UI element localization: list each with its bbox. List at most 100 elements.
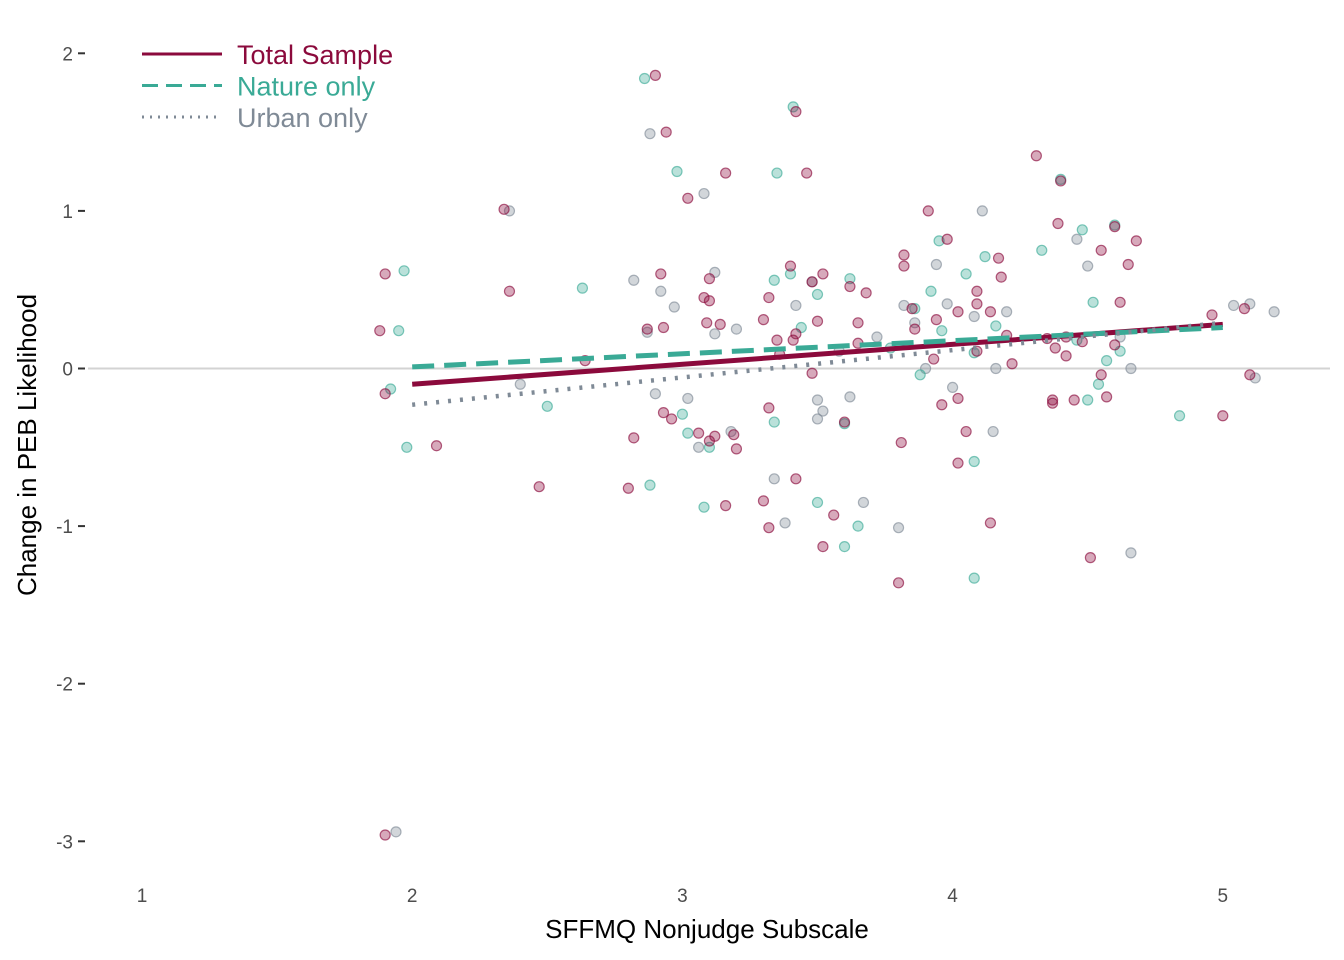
urban-only-point bbox=[811, 394, 824, 406]
nature-only-fit-line bbox=[412, 325, 1223, 370]
nature-only-point bbox=[811, 288, 824, 301]
x-tick-label: 5 bbox=[1218, 886, 1229, 907]
urban-only-point bbox=[892, 522, 905, 534]
total-sample-point bbox=[1130, 235, 1142, 247]
nature-only-point bbox=[398, 265, 410, 277]
total-sample-point bbox=[806, 367, 818, 379]
total-sample-point bbox=[533, 481, 545, 493]
total-sample-point bbox=[763, 522, 775, 534]
urban-only-point bbox=[990, 362, 1002, 375]
urban-only-point bbox=[946, 381, 959, 394]
total-sample-point bbox=[622, 482, 634, 494]
nature-only-point bbox=[698, 501, 710, 513]
urban-only-point bbox=[976, 205, 988, 217]
nature-only-point bbox=[768, 274, 780, 286]
total-sample-point bbox=[852, 317, 864, 329]
total-sample-point bbox=[1095, 369, 1107, 381]
nature-only-point bbox=[979, 251, 991, 263]
total-sample-point bbox=[641, 323, 653, 335]
total-sample-point bbox=[952, 306, 964, 318]
total-sample-point bbox=[1084, 552, 1097, 564]
urban-only-point bbox=[844, 391, 856, 403]
total-sample-point bbox=[811, 315, 824, 327]
total-sample-point bbox=[1049, 342, 1061, 354]
x-axis-title: SFFMQ Nonjudge Subscale bbox=[545, 914, 869, 944]
nature-only-point bbox=[1036, 244, 1048, 256]
nature-only-point bbox=[576, 282, 589, 294]
total-sample-point bbox=[892, 577, 905, 589]
y-axis-title: Change in PEB Likelihood bbox=[12, 294, 42, 596]
total-sample-point bbox=[703, 295, 716, 307]
urban-only-point bbox=[668, 301, 680, 313]
urban-only-point bbox=[1082, 260, 1094, 272]
total-sample-point bbox=[960, 425, 972, 438]
urban-only-point bbox=[514, 378, 526, 390]
total-sample-point bbox=[374, 325, 386, 337]
total-sample-point bbox=[1109, 221, 1121, 233]
points-layer bbox=[374, 69, 1280, 841]
nature-only-point bbox=[768, 416, 780, 428]
total-sample-point bbox=[720, 167, 732, 179]
legend-label-nature-only: Nature only bbox=[237, 72, 376, 102]
total-sample-point bbox=[790, 106, 802, 118]
total-sample-point bbox=[657, 407, 670, 419]
total-sample-point bbox=[790, 328, 802, 340]
nature-only-point bbox=[1173, 410, 1186, 422]
nature-only-point bbox=[838, 540, 851, 553]
total-sample-point bbox=[930, 314, 942, 326]
total-sample-point bbox=[992, 252, 1005, 264]
total-sample-point bbox=[806, 276, 818, 288]
nature-only-point bbox=[644, 479, 656, 491]
total-sample-point bbox=[1095, 244, 1107, 256]
nature-only-point bbox=[1092, 378, 1105, 390]
nature-only-point bbox=[968, 572, 980, 584]
total-sample-point bbox=[952, 457, 964, 469]
urban-only-point bbox=[987, 425, 999, 438]
total-sample-point bbox=[763, 291, 775, 304]
total-sample-point bbox=[1101, 391, 1113, 403]
nature-only-point bbox=[914, 369, 926, 381]
total-sample-point bbox=[1114, 296, 1126, 308]
y-tick-label: 1 bbox=[62, 202, 73, 223]
urban-only-point bbox=[709, 328, 721, 340]
total-sample-point bbox=[701, 317, 713, 329]
total-sample-point bbox=[757, 314, 770, 326]
total-sample-point bbox=[971, 298, 983, 310]
total-sample-point bbox=[898, 260, 910, 272]
nature-only-point bbox=[1076, 224, 1088, 236]
total-sample-point bbox=[817, 268, 829, 280]
nature-only-point bbox=[401, 441, 413, 453]
total-sample-point bbox=[757, 495, 770, 507]
total-sample-point bbox=[787, 334, 799, 346]
urban-only-point bbox=[1125, 547, 1137, 559]
y-tick-label: -2 bbox=[56, 675, 73, 696]
total-sample-point bbox=[1109, 339, 1121, 351]
urban-only-point bbox=[644, 128, 656, 140]
nature-only-point bbox=[771, 167, 783, 179]
total-sample-point bbox=[984, 306, 997, 318]
urban-only-point bbox=[649, 388, 661, 400]
total-sample-point bbox=[860, 287, 872, 299]
total-sample-point bbox=[709, 430, 721, 442]
legend-label-urban-only: Urban only bbox=[237, 103, 368, 133]
urban-only-point bbox=[930, 258, 942, 271]
total-sample-point bbox=[379, 388, 391, 400]
urban-only-point bbox=[641, 326, 653, 338]
total-sample-point bbox=[657, 321, 670, 334]
total-sample-point bbox=[984, 517, 997, 529]
nature-only-point bbox=[990, 320, 1002, 332]
total-sample-point bbox=[1046, 397, 1059, 409]
total-sample-point bbox=[1052, 217, 1064, 230]
total-sample-point bbox=[628, 432, 640, 444]
total-sample-point bbox=[379, 829, 391, 841]
total-sample-point bbox=[971, 285, 983, 297]
total-sample-point bbox=[665, 413, 678, 425]
urban-only-point bbox=[811, 413, 824, 425]
total-sample-point bbox=[922, 205, 934, 217]
nature-only-point bbox=[852, 520, 864, 532]
total-sample-point bbox=[698, 291, 710, 304]
total-sample-point bbox=[1238, 303, 1251, 315]
urban-only-point bbox=[698, 187, 710, 200]
nature-only-point bbox=[968, 455, 980, 468]
